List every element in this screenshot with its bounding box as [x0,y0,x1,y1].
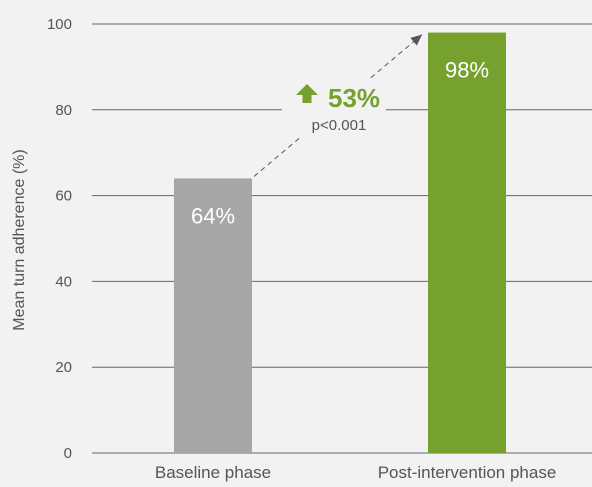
y-tick-label: 80 [55,102,72,119]
y-tick-label: 0 [64,445,72,462]
bar-value-label: 98% [445,58,489,83]
y-axis-title: Mean turn adherence (%) [11,149,28,330]
category-label: Baseline phase [155,463,271,482]
bars: 64% Baseline phase 98% Post-intervention ph… [155,32,557,482]
p-value-label: p<0.001 [312,117,367,134]
annotation-backdrop [282,80,386,136]
bar [428,32,506,454]
y-tick-label: 20 [55,359,72,376]
change-percent-label: 53% [328,83,380,113]
up-arrow-icon [296,84,318,103]
change-annotation: 53% p<0.001 [253,34,423,177]
bar [174,178,252,453]
y-tick-label: 40 [55,273,72,290]
y-tick-label: 100 [47,16,72,33]
gridlines: 0 20 40 60 80 100 [47,16,592,462]
y-tick-label: 60 [55,188,72,205]
category-label: Post-intervention phase [378,463,557,482]
bar-value-label: 64% [191,203,235,228]
connector-arrowhead [410,34,422,46]
